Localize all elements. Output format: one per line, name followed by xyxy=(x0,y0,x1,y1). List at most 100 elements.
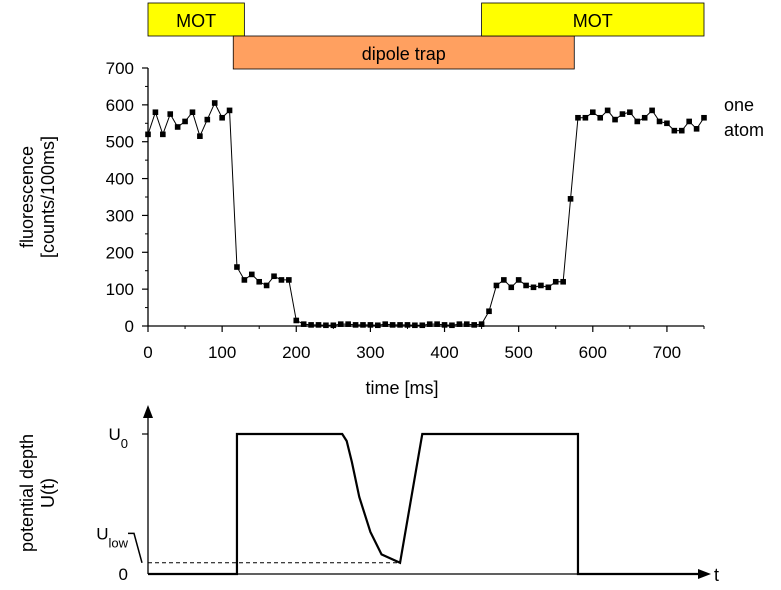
y-tick-label: U0 xyxy=(108,425,128,451)
data-point xyxy=(597,114,604,121)
u-low-leader xyxy=(128,532,143,563)
y-tick-label: 400 xyxy=(106,170,134,189)
y-axis-label-line-2: U(t) xyxy=(38,478,58,508)
data-point xyxy=(352,322,359,328)
y-tick-label: 100 xyxy=(106,280,134,299)
data-point xyxy=(174,124,181,130)
x-axis-label: time [ms] xyxy=(365,378,438,398)
data-point xyxy=(656,118,663,125)
data-point xyxy=(293,317,300,324)
data-point xyxy=(560,278,566,285)
data-point xyxy=(337,321,344,327)
data-point xyxy=(211,100,218,106)
timing-bar xyxy=(147,2,245,37)
data-point xyxy=(330,322,337,329)
timing-bar-label: MOT xyxy=(573,11,613,31)
y-tick-label: 600 xyxy=(106,96,134,115)
data-point xyxy=(256,278,262,285)
x-ticks: 0 100 200 300 400 500 600 700 xyxy=(143,326,705,362)
data-point xyxy=(226,107,233,114)
y-axis-label-line-1: fluorescence xyxy=(17,146,37,248)
data-point xyxy=(619,111,626,117)
data-point xyxy=(508,284,515,291)
timing-bar-label: MOT xyxy=(176,11,216,31)
data-point xyxy=(552,278,559,285)
x-tick-label: 0 xyxy=(143,343,152,362)
data-point xyxy=(160,131,166,138)
data-point xyxy=(234,264,240,270)
data-point xyxy=(367,322,374,328)
data-point xyxy=(686,118,692,125)
data-point xyxy=(493,282,500,289)
x-tick-label: 700 xyxy=(653,343,681,362)
data-point xyxy=(197,133,203,139)
data-point xyxy=(404,322,411,328)
data-point xyxy=(412,322,418,329)
data-point xyxy=(664,120,670,127)
data-point xyxy=(323,322,329,329)
data-point xyxy=(375,322,381,329)
data-point xyxy=(308,322,314,328)
data-point xyxy=(300,321,307,327)
y-axis-label-line-1: potential depth xyxy=(17,434,37,552)
y-tick-label: 0 xyxy=(125,317,134,336)
data-point xyxy=(523,282,529,289)
data-point xyxy=(641,114,648,121)
data-point xyxy=(478,321,485,327)
y-tick-label: 200 xyxy=(106,243,134,262)
y-tick-label: Ulow xyxy=(96,524,128,550)
data-point xyxy=(701,114,707,121)
data-point xyxy=(471,322,477,328)
timing-bar xyxy=(232,35,575,70)
data-point xyxy=(575,114,581,121)
y-tick-label: 300 xyxy=(106,206,134,225)
x-tick-label: 500 xyxy=(504,343,532,362)
x-tick-label: 400 xyxy=(430,343,458,362)
data-point xyxy=(389,322,396,328)
timing-bar xyxy=(481,2,705,37)
data-point xyxy=(604,107,611,114)
data-point xyxy=(271,273,277,280)
data-point xyxy=(315,322,322,328)
y-tick-base: U xyxy=(108,425,120,444)
x-tick-label: 100 xyxy=(208,343,236,362)
fluorescence-points xyxy=(145,100,707,329)
data-point xyxy=(612,116,618,123)
annotation-one: one xyxy=(724,95,754,115)
timing-bar-label: dipole trap xyxy=(362,44,446,64)
data-point xyxy=(634,118,641,125)
x-tick-label: 600 xyxy=(579,343,607,362)
data-point xyxy=(530,284,537,291)
data-point xyxy=(486,308,492,315)
data-point xyxy=(590,109,596,116)
y-axis-arrowhead xyxy=(143,405,153,418)
data-point xyxy=(263,282,270,289)
data-point xyxy=(382,321,389,327)
data-point xyxy=(545,284,552,291)
data-point xyxy=(434,321,440,327)
data-point xyxy=(678,127,685,134)
x-tick-label: 300 xyxy=(356,343,384,362)
data-point xyxy=(204,116,211,123)
data-point xyxy=(426,321,433,327)
y-tick-base: U xyxy=(96,524,108,543)
timing-bars: MOT dipole trap MOT xyxy=(147,2,705,70)
fluorescence-plot: 0 100 200 300 400 500 600 700 0 100 200 300 400 500 6… xyxy=(17,59,764,398)
data-point xyxy=(397,322,403,328)
y-tick-label: 700 xyxy=(106,59,134,78)
data-point xyxy=(649,107,655,114)
annotation-atom: atom xyxy=(724,120,764,140)
x-axis-label: t xyxy=(714,565,719,585)
data-point xyxy=(189,109,196,116)
x-axis-arrowhead xyxy=(698,569,711,579)
data-point xyxy=(463,321,470,327)
data-point xyxy=(449,322,455,329)
x-tick-label: 200 xyxy=(282,343,310,362)
data-point xyxy=(456,321,463,327)
data-point xyxy=(145,131,151,138)
data-point xyxy=(538,282,544,289)
data-point xyxy=(248,271,255,278)
